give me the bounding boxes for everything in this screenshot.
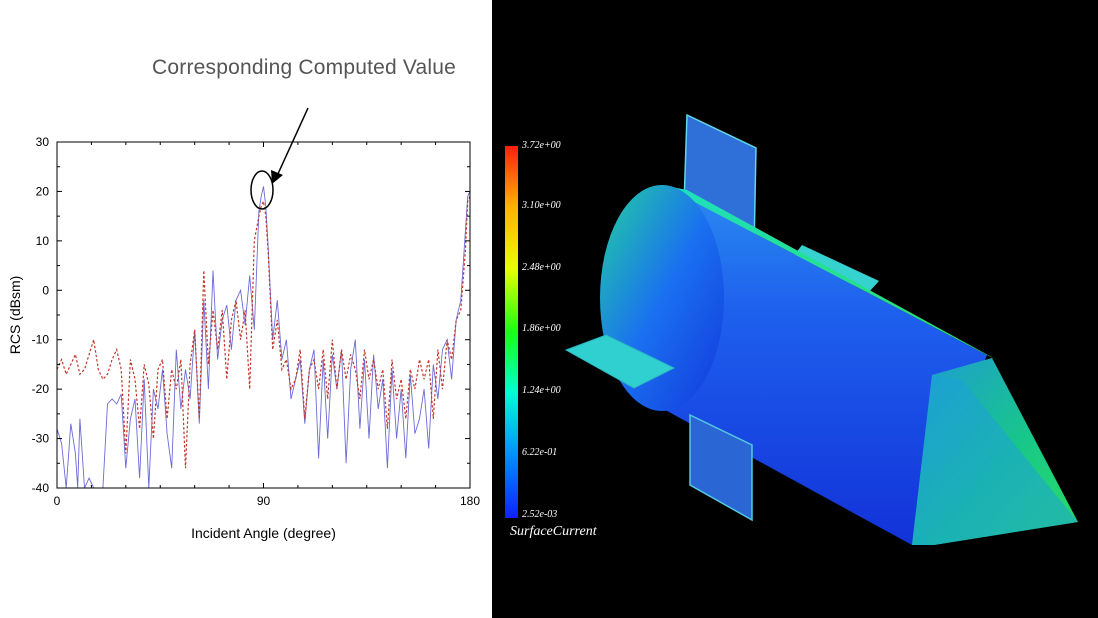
annotation-circle <box>250 170 274 210</box>
right-fin <box>792 245 879 292</box>
colorbar-label-5: 6.22e-01 <box>522 447 558 458</box>
annotation-arrow-head <box>271 170 283 184</box>
y-tick-label-5: -20 <box>32 382 50 396</box>
left-fin <box>564 334 676 389</box>
x-tick-label-0: 0 <box>54 494 61 508</box>
y-tick-label-4: -10 <box>32 333 50 347</box>
y-tick-label-0: 30 <box>36 135 50 149</box>
lower-fin <box>689 413 753 522</box>
y-tick-label-1: 20 <box>36 184 50 198</box>
rcs-plot-panel: Corresponding Computed Value 30 20 10 0 -10 -… <box>0 0 492 618</box>
nose-shade <box>912 375 1078 545</box>
plot-frame <box>56 141 471 489</box>
y-tick-label-6: -30 <box>32 432 50 446</box>
surface-current-panel: 3.72e+00 3.10e+00 2.48e+00 1.86e+00 1.24… <box>492 0 1098 618</box>
colorbar-label-3: 1.86e+00 <box>522 323 561 334</box>
series-line-1 <box>57 196 470 469</box>
colorbar-label-6: 2.52e-03 <box>522 509 558 520</box>
annotation-text: Corresponding Computed Value <box>152 56 457 79</box>
y-tick-label-3: 0 <box>42 283 49 297</box>
x-axis-label: Incident Angle (degree) <box>191 525 336 541</box>
colorbar-label-2: 2.48e+00 <box>522 262 561 273</box>
colorbar-label-0: 3.72e+00 <box>522 140 561 151</box>
x-tick-label-1: 90 <box>257 494 271 508</box>
x-tick-label-2: 180 <box>460 494 480 508</box>
body-top-edge <box>662 185 997 360</box>
colorbar-label-1: 3.10e+00 <box>522 200 561 211</box>
y-tick-label-7: -40 <box>32 481 50 495</box>
missile-model <box>564 113 1078 545</box>
series-line-0 <box>57 186 470 488</box>
annotation-arrow-line <box>276 107 309 177</box>
rcs-chart: 30 20 10 0 -10 -20 -30 -40 0 90 180 Incident Angle … <box>7 107 480 541</box>
colorbar-title: SurfaceCurrent <box>510 524 597 539</box>
y-axis-label: RCS (dBsm) <box>7 276 23 355</box>
body-side <box>647 185 987 545</box>
colorbar <box>505 146 518 518</box>
y-tick-label-2: 10 <box>36 234 50 248</box>
colorbar-label-4: 1.24e+00 <box>522 385 561 396</box>
